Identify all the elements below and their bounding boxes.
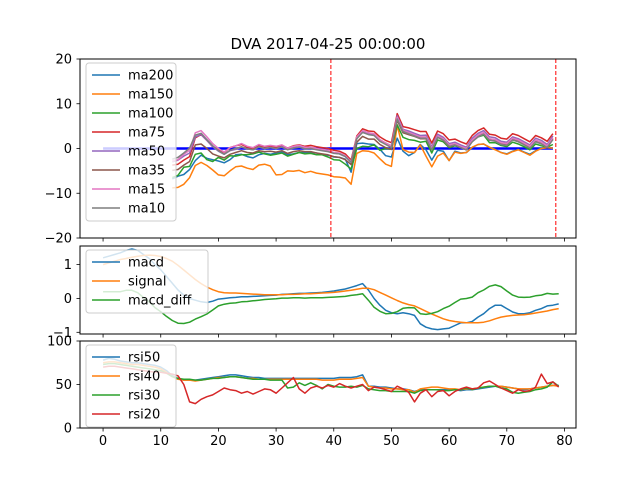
legend-label-ma150: ma150 [128, 88, 173, 103]
series-line-ma15 [172, 116, 554, 163]
axes-frame [79, 245, 577, 335]
x-tick-label: 60 [441, 434, 458, 449]
legend-box [85, 62, 177, 222]
y-tick-label: 1 [64, 258, 72, 273]
legend-label-ma200: ma200 [128, 69, 173, 84]
x-tick-label: 10 [152, 434, 169, 449]
x-tick-label: 30 [268, 434, 285, 449]
legend-label-signal: signal [128, 275, 166, 290]
x-tick-label: 20 [210, 434, 227, 449]
x-tick-label: 80 [556, 434, 573, 449]
series-line-ma10 [172, 118, 554, 164]
y-tick-label: −20 [45, 232, 72, 247]
series-line-ma35 [172, 119, 554, 172]
series-line-ma200 [171, 137, 554, 180]
legend-label-macd: macd [128, 256, 164, 271]
plot-area [103, 59, 557, 238]
moving-averages-panel: −20 −10 0 10 20 ma200 ma150 ma100 ma75 ma50 ma35 ma… [45, 53, 577, 247]
rsi-panel: 0 50 100 0 10 20 30 40 50 60 70 80 rsi50 rsi40 rsi30 rs… [47, 335, 577, 449]
y-tick-label: 100 [47, 335, 72, 350]
chart-title: DVA 2017-04-25 00:00:00 [231, 35, 426, 53]
series-line-ma100 [172, 124, 554, 179]
legend-label-ma10: ma10 [128, 202, 165, 217]
y-tick-label: 0 [64, 422, 72, 437]
macd-panel: −1 0 1 macd signal macd_diff [53, 245, 577, 341]
series-line-rsi20 [102, 365, 560, 405]
y-tick-label: 0 [64, 292, 72, 307]
legend-label-ma35: ma35 [128, 164, 165, 179]
y-tick-label: 10 [55, 97, 72, 112]
y-tick-label: 20 [55, 53, 72, 68]
legend-label-ma100: ma100 [128, 107, 173, 122]
y-tick-label: −10 [45, 187, 72, 202]
y-tick-label: 0 [64, 142, 72, 157]
x-tick-label: 70 [499, 434, 516, 449]
y-tick-label: −1 [53, 326, 72, 341]
legend-label-rsi30: rsi30 [128, 389, 160, 404]
legend-box [85, 344, 177, 428]
series-line-ma150 [172, 124, 553, 189]
legend-label-ma75: ma75 [128, 126, 165, 141]
series-line-macd_diff [103, 284, 559, 325]
x-tick-label: 50 [383, 434, 400, 449]
legend-label-macd_diff: macd_diff [128, 294, 192, 309]
x-tick-label: 0 [99, 434, 107, 449]
legend-label-ma15: ma15 [128, 183, 165, 198]
legend-box [85, 249, 209, 314]
plot-area [102, 357, 560, 405]
legend-label-rsi50: rsi50 [128, 351, 160, 366]
legend-label-rsi40: rsi40 [128, 370, 160, 385]
legend-label-ma50: ma50 [128, 145, 165, 160]
y-tick-label: 50 [55, 378, 72, 393]
legend-label-rsi20: rsi20 [128, 408, 160, 423]
x-tick-label: 40 [325, 434, 342, 449]
